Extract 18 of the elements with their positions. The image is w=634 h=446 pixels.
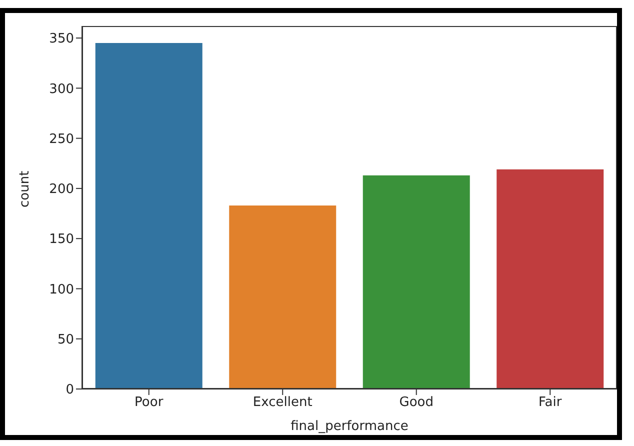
x-tick-label: Fair <box>538 395 562 410</box>
y-tick-label: 50 <box>57 332 74 348</box>
bar <box>95 43 202 389</box>
x-tick-label: Poor <box>134 395 164 410</box>
y-tick-label: 200 <box>49 182 74 198</box>
bar <box>229 205 336 389</box>
y-axis-title: count <box>18 170 33 208</box>
x-axis-title: final_performance <box>290 419 408 434</box>
y-tick-label: 250 <box>49 132 74 147</box>
y-tick-label: 350 <box>49 32 74 47</box>
y-tick-label: 0 <box>66 382 74 398</box>
bar <box>362 175 470 389</box>
y-tick-label: 300 <box>49 82 74 97</box>
y-tick-label: 100 <box>49 282 74 298</box>
y-tick-label: 150 <box>49 232 74 248</box>
bar <box>496 169 604 389</box>
x-tick-label: Excellent <box>252 395 312 410</box>
x-tick-label: Good <box>399 395 434 410</box>
